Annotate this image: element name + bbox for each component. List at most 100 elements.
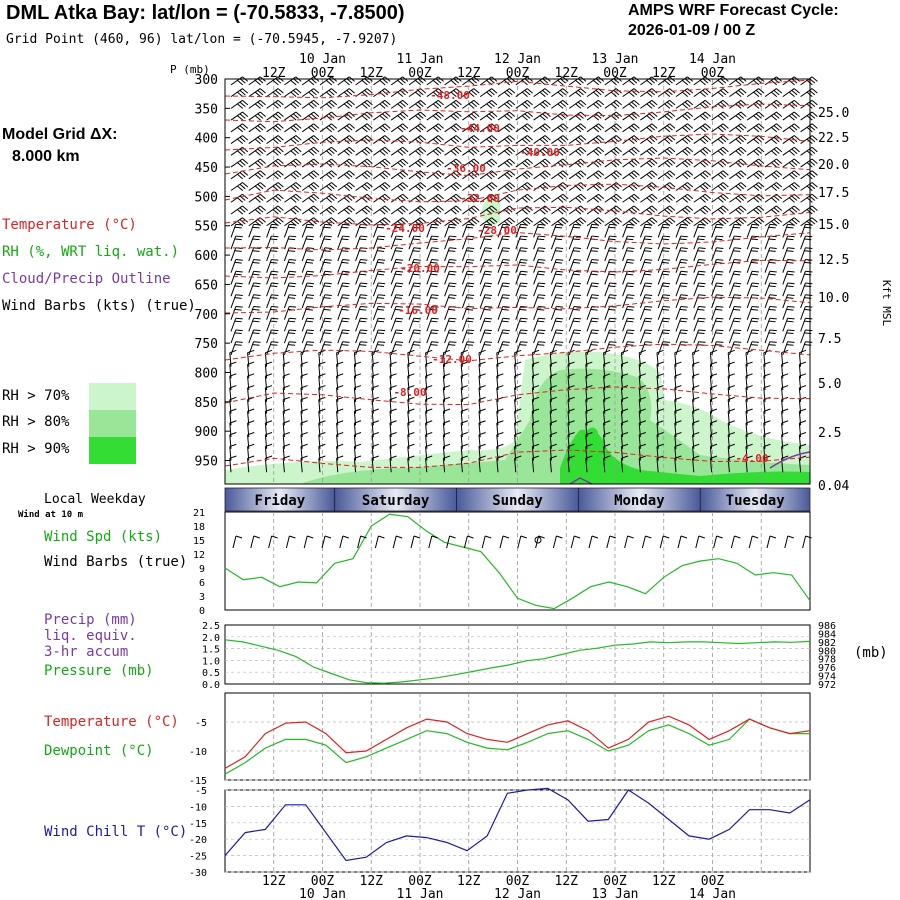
wind-barb-flag bbox=[326, 79, 333, 86]
wind-barb-flag bbox=[324, 317, 332, 320]
wind-barb-flag bbox=[378, 282, 386, 285]
wind-barb bbox=[426, 111, 439, 121]
wind-barb-flag bbox=[595, 219, 602, 225]
wind-barb bbox=[711, 282, 717, 297]
wind-barb-flag bbox=[768, 332, 776, 335]
wind-barb bbox=[711, 271, 717, 285]
wind-barb-flag bbox=[521, 91, 528, 98]
wind-barb bbox=[550, 282, 557, 297]
wind-barb-flag bbox=[425, 385, 433, 389]
wind-barb bbox=[301, 76, 314, 86]
wind-barb-flag bbox=[573, 247, 582, 249]
wind-barb bbox=[355, 294, 361, 309]
wind-barb bbox=[408, 217, 421, 227]
wind-barb-flag bbox=[791, 219, 798, 225]
wind-barb bbox=[622, 217, 635, 227]
wind-barb-flag bbox=[811, 111, 818, 117]
wind-barb bbox=[657, 259, 664, 273]
wind-barb-flag bbox=[692, 373, 700, 377]
wind-barb-flag bbox=[496, 385, 504, 389]
wind-barb-flag bbox=[455, 193, 462, 200]
wind-barb bbox=[622, 306, 628, 320]
wind-barb-flag bbox=[415, 103, 422, 109]
wind-barb-flag bbox=[242, 158, 249, 164]
wind-barb-flag bbox=[239, 219, 246, 225]
wind-barb-flag bbox=[360, 282, 368, 285]
wind-barb-flag bbox=[598, 217, 605, 223]
wind-barb-flag bbox=[591, 329, 599, 332]
wind-barb bbox=[408, 247, 415, 262]
wind-barb-flag bbox=[537, 297, 545, 299]
wind-barb-flag bbox=[728, 373, 735, 377]
wind-barb-flag bbox=[366, 111, 373, 117]
wind-barb bbox=[426, 205, 439, 215]
wind-barb-flag bbox=[415, 185, 422, 191]
wind-barb-flag bbox=[649, 101, 655, 108]
wind-barb-flag bbox=[591, 223, 599, 226]
windchill-tick-label: -30 bbox=[189, 868, 207, 879]
wind-barb-flag bbox=[791, 195, 798, 201]
wind-barb-flag bbox=[521, 103, 528, 109]
wind-barb bbox=[515, 235, 522, 250]
wind-barb-flag bbox=[771, 91, 778, 98]
wind-barb bbox=[408, 329, 415, 344]
wind-barb-flag bbox=[755, 125, 762, 131]
wind-barb bbox=[337, 88, 350, 98]
wind-barb-flag bbox=[252, 238, 260, 241]
wind-barb-flag bbox=[661, 297, 669, 299]
wind-barb-flag bbox=[715, 320, 723, 323]
wind-barb bbox=[426, 135, 439, 144]
wind-barb-flag bbox=[229, 373, 237, 377]
wind-barb-flag bbox=[524, 89, 531, 96]
wind-barb-flag bbox=[788, 185, 795, 191]
wind-barb-flag bbox=[488, 148, 495, 154]
wind-barb bbox=[479, 193, 492, 203]
wind-barb-flag bbox=[526, 111, 533, 117]
wind-barb bbox=[478, 458, 481, 473]
wind-barb-flag bbox=[473, 158, 480, 164]
wind-barb-flag bbox=[473, 217, 480, 223]
wind-barb-flag bbox=[788, 115, 795, 121]
wind-barb-flag bbox=[331, 217, 338, 223]
wind-barb bbox=[479, 341, 486, 356]
wind-barb-flag bbox=[306, 341, 315, 343]
wind-barb bbox=[586, 224, 593, 238]
calm-circle bbox=[534, 536, 542, 544]
wind-barb bbox=[479, 329, 486, 344]
wind-barb-flag bbox=[560, 136, 566, 143]
wind-barb-flag bbox=[378, 270, 386, 273]
wind-barb-flag bbox=[486, 91, 493, 98]
wind-barb bbox=[426, 146, 439, 156]
wind-barb bbox=[782, 99, 795, 109]
wind-barb-flag bbox=[590, 226, 598, 229]
wind-barb-flag bbox=[793, 193, 800, 200]
wind-barb bbox=[764, 146, 777, 156]
wind-barb-flag bbox=[289, 317, 297, 320]
wind-barb bbox=[604, 205, 617, 215]
wind-barb-flag bbox=[506, 160, 513, 166]
wind-barb-flag bbox=[649, 148, 655, 154]
wind-barb-flag bbox=[305, 226, 313, 229]
wind-barb bbox=[727, 458, 730, 473]
wind-barb bbox=[728, 341, 735, 356]
wind-barb-flag bbox=[680, 235, 688, 238]
wind-barb-flag bbox=[389, 443, 397, 448]
wind-barb bbox=[444, 111, 457, 121]
wind-barb-flag bbox=[692, 349, 700, 354]
wind-barb-flag bbox=[399, 183, 406, 190]
wind-barb bbox=[746, 182, 759, 191]
wind-barb-flag bbox=[394, 308, 402, 311]
wind-barb-flag bbox=[560, 172, 566, 178]
wind-barb-flag bbox=[539, 138, 546, 145]
pressure-axis-label: P (mb) bbox=[170, 63, 210, 76]
wind-barb-flag bbox=[773, 148, 780, 154]
wind-barb-flag bbox=[254, 115, 261, 121]
wind-barb bbox=[640, 205, 653, 215]
wind-barb-flag bbox=[372, 373, 379, 377]
wind-barb-flag bbox=[431, 317, 439, 320]
wind-barb-flag bbox=[734, 305, 742, 308]
wind-barb bbox=[355, 170, 368, 180]
wind-barb bbox=[390, 158, 403, 168]
wind-barb bbox=[408, 146, 421, 156]
height-tick-label: 2.5 bbox=[818, 426, 841, 441]
